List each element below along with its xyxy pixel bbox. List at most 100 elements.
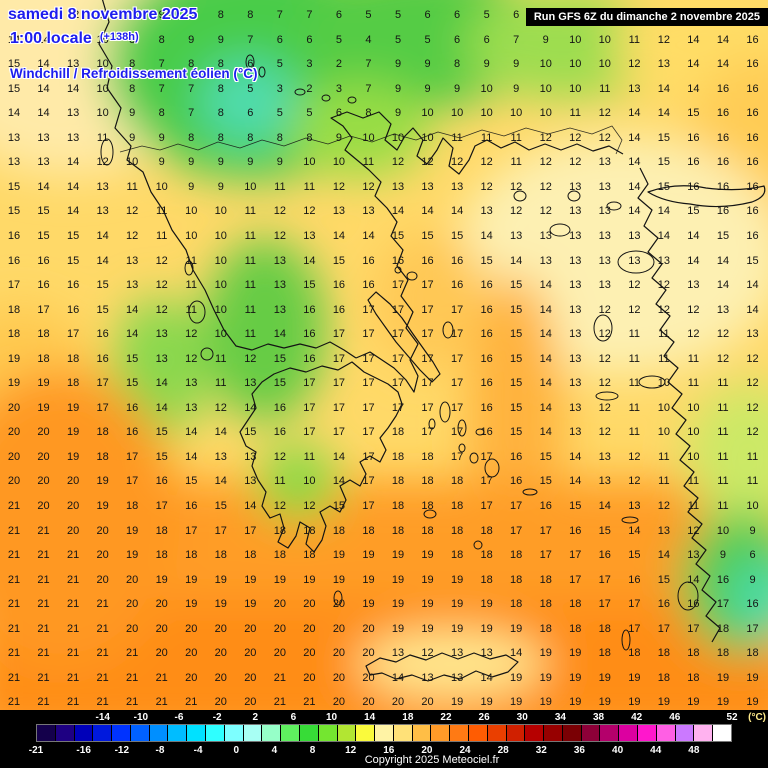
- grid-value: 15: [7, 180, 21, 193]
- grid-value: 15: [687, 205, 700, 218]
- grid-value: 21: [96, 647, 109, 660]
- grid-value: 15: [746, 254, 759, 267]
- grid-value: 21: [66, 671, 80, 684]
- grid-value: 17: [421, 352, 434, 365]
- grid-value: 16: [687, 598, 700, 611]
- grid-value: 6: [306, 33, 313, 46]
- grid-value: 19: [126, 524, 139, 537]
- grid-value: 12: [421, 156, 434, 169]
- grid-value: 17: [598, 573, 611, 586]
- grid-value: 14: [37, 107, 50, 120]
- grid-value: 20: [362, 647, 375, 660]
- grid-value: 4: [365, 33, 372, 46]
- grid-value: 14: [510, 647, 523, 660]
- grid-value: 13: [450, 671, 464, 684]
- grid-value: 18: [391, 450, 405, 463]
- grid-value: 7: [365, 58, 372, 71]
- grid-value: 12: [657, 500, 670, 512]
- grid-value: 14: [598, 500, 611, 512]
- grid-value: 17: [687, 622, 700, 635]
- grid-value: 21: [96, 671, 109, 684]
- grid-value: 20: [214, 647, 227, 660]
- grid-value: 13: [569, 180, 582, 193]
- grid-value: 20: [185, 622, 198, 635]
- grid-value: 16: [746, 82, 759, 95]
- grid-value: 13: [450, 180, 464, 193]
- grid-value: 15: [628, 549, 641, 562]
- grid-value: 11: [628, 33, 641, 46]
- grid-value: 17: [332, 426, 346, 439]
- grid-value: 16: [746, 58, 759, 71]
- grid-value: 12: [539, 180, 552, 193]
- grid-value: 21: [7, 549, 21, 562]
- grid-value: 11: [185, 303, 197, 316]
- grid-value: 20: [7, 450, 21, 463]
- grid-value: 13: [628, 254, 641, 267]
- greece-windchill-map[interactable]: [0, 0, 768, 710]
- grid-value: 16: [716, 156, 730, 169]
- grid-value: 14: [421, 205, 434, 218]
- grid-value: 9: [129, 107, 136, 120]
- grid-value: 13: [185, 401, 198, 414]
- grid-value: 16: [716, 205, 730, 218]
- grid-value: 10: [687, 426, 700, 439]
- grid-value: 12: [155, 279, 168, 292]
- grid-value: 12: [628, 58, 641, 71]
- grid-value: 20: [362, 622, 375, 635]
- grid-value: 20: [66, 524, 80, 537]
- grid-value: 17: [185, 524, 198, 537]
- grid-value: 10: [539, 82, 552, 95]
- grid-value: 16: [303, 328, 316, 341]
- grid-value: 18: [421, 524, 434, 537]
- grid-value: 15: [7, 205, 21, 218]
- grid-value: 14: [37, 82, 50, 95]
- grid-value: 12: [391, 156, 405, 169]
- grid-value: 12: [450, 156, 464, 169]
- grid-value: 14: [480, 671, 493, 684]
- grid-value: 11: [244, 279, 257, 292]
- grid-value: 19: [185, 598, 198, 611]
- scale-top-label: 46: [669, 712, 681, 723]
- grid-value: 13: [273, 303, 286, 316]
- grid-value: 17: [746, 622, 759, 635]
- scale-top-label: -2: [212, 712, 222, 723]
- grid-value: 16: [96, 352, 109, 365]
- grid-value: 2: [335, 58, 342, 71]
- grid-value: 5: [365, 9, 372, 21]
- grid-value: 18: [539, 573, 552, 586]
- grid-value: 10: [155, 180, 168, 193]
- grid-value: 17: [391, 328, 405, 341]
- scale-bottom-label: 16: [383, 745, 395, 756]
- grid-value: 18: [303, 549, 316, 562]
- grid-value: 15: [391, 229, 405, 242]
- grid-value: 20: [244, 647, 257, 660]
- grid-value: 21: [37, 573, 50, 586]
- grid-value: 13: [7, 156, 21, 169]
- grid-value: 11: [628, 426, 641, 439]
- grid-value: 14: [7, 9, 21, 21]
- grid-value: 7: [276, 9, 283, 21]
- grid-value: 20: [391, 696, 405, 709]
- grid-value: 17: [569, 549, 582, 562]
- grid-value: 10: [569, 33, 582, 46]
- grid-value: 16: [539, 500, 552, 512]
- grid-value: 16: [510, 475, 523, 488]
- grid-value: 11: [303, 450, 316, 463]
- grid-value: 14: [155, 377, 168, 390]
- grid-value: 16: [716, 82, 730, 95]
- grid-value: 19: [421, 622, 434, 635]
- grid-value: 18: [155, 549, 168, 562]
- grid-value: 16: [126, 401, 139, 414]
- islands: [100, 54, 699, 651]
- grid-value: 16: [628, 573, 641, 586]
- grid-value: 20: [303, 598, 316, 611]
- grid-value: 14: [628, 180, 641, 193]
- grid-value: 19: [450, 573, 464, 586]
- grid-value: 12: [126, 205, 139, 218]
- grid-value: 13: [303, 229, 316, 242]
- grid-value: 12: [273, 205, 286, 218]
- grid-value: 20: [96, 573, 109, 586]
- grid-value: 17: [332, 377, 346, 390]
- grid-value: 20: [214, 622, 227, 635]
- grid-value: 15: [510, 303, 523, 316]
